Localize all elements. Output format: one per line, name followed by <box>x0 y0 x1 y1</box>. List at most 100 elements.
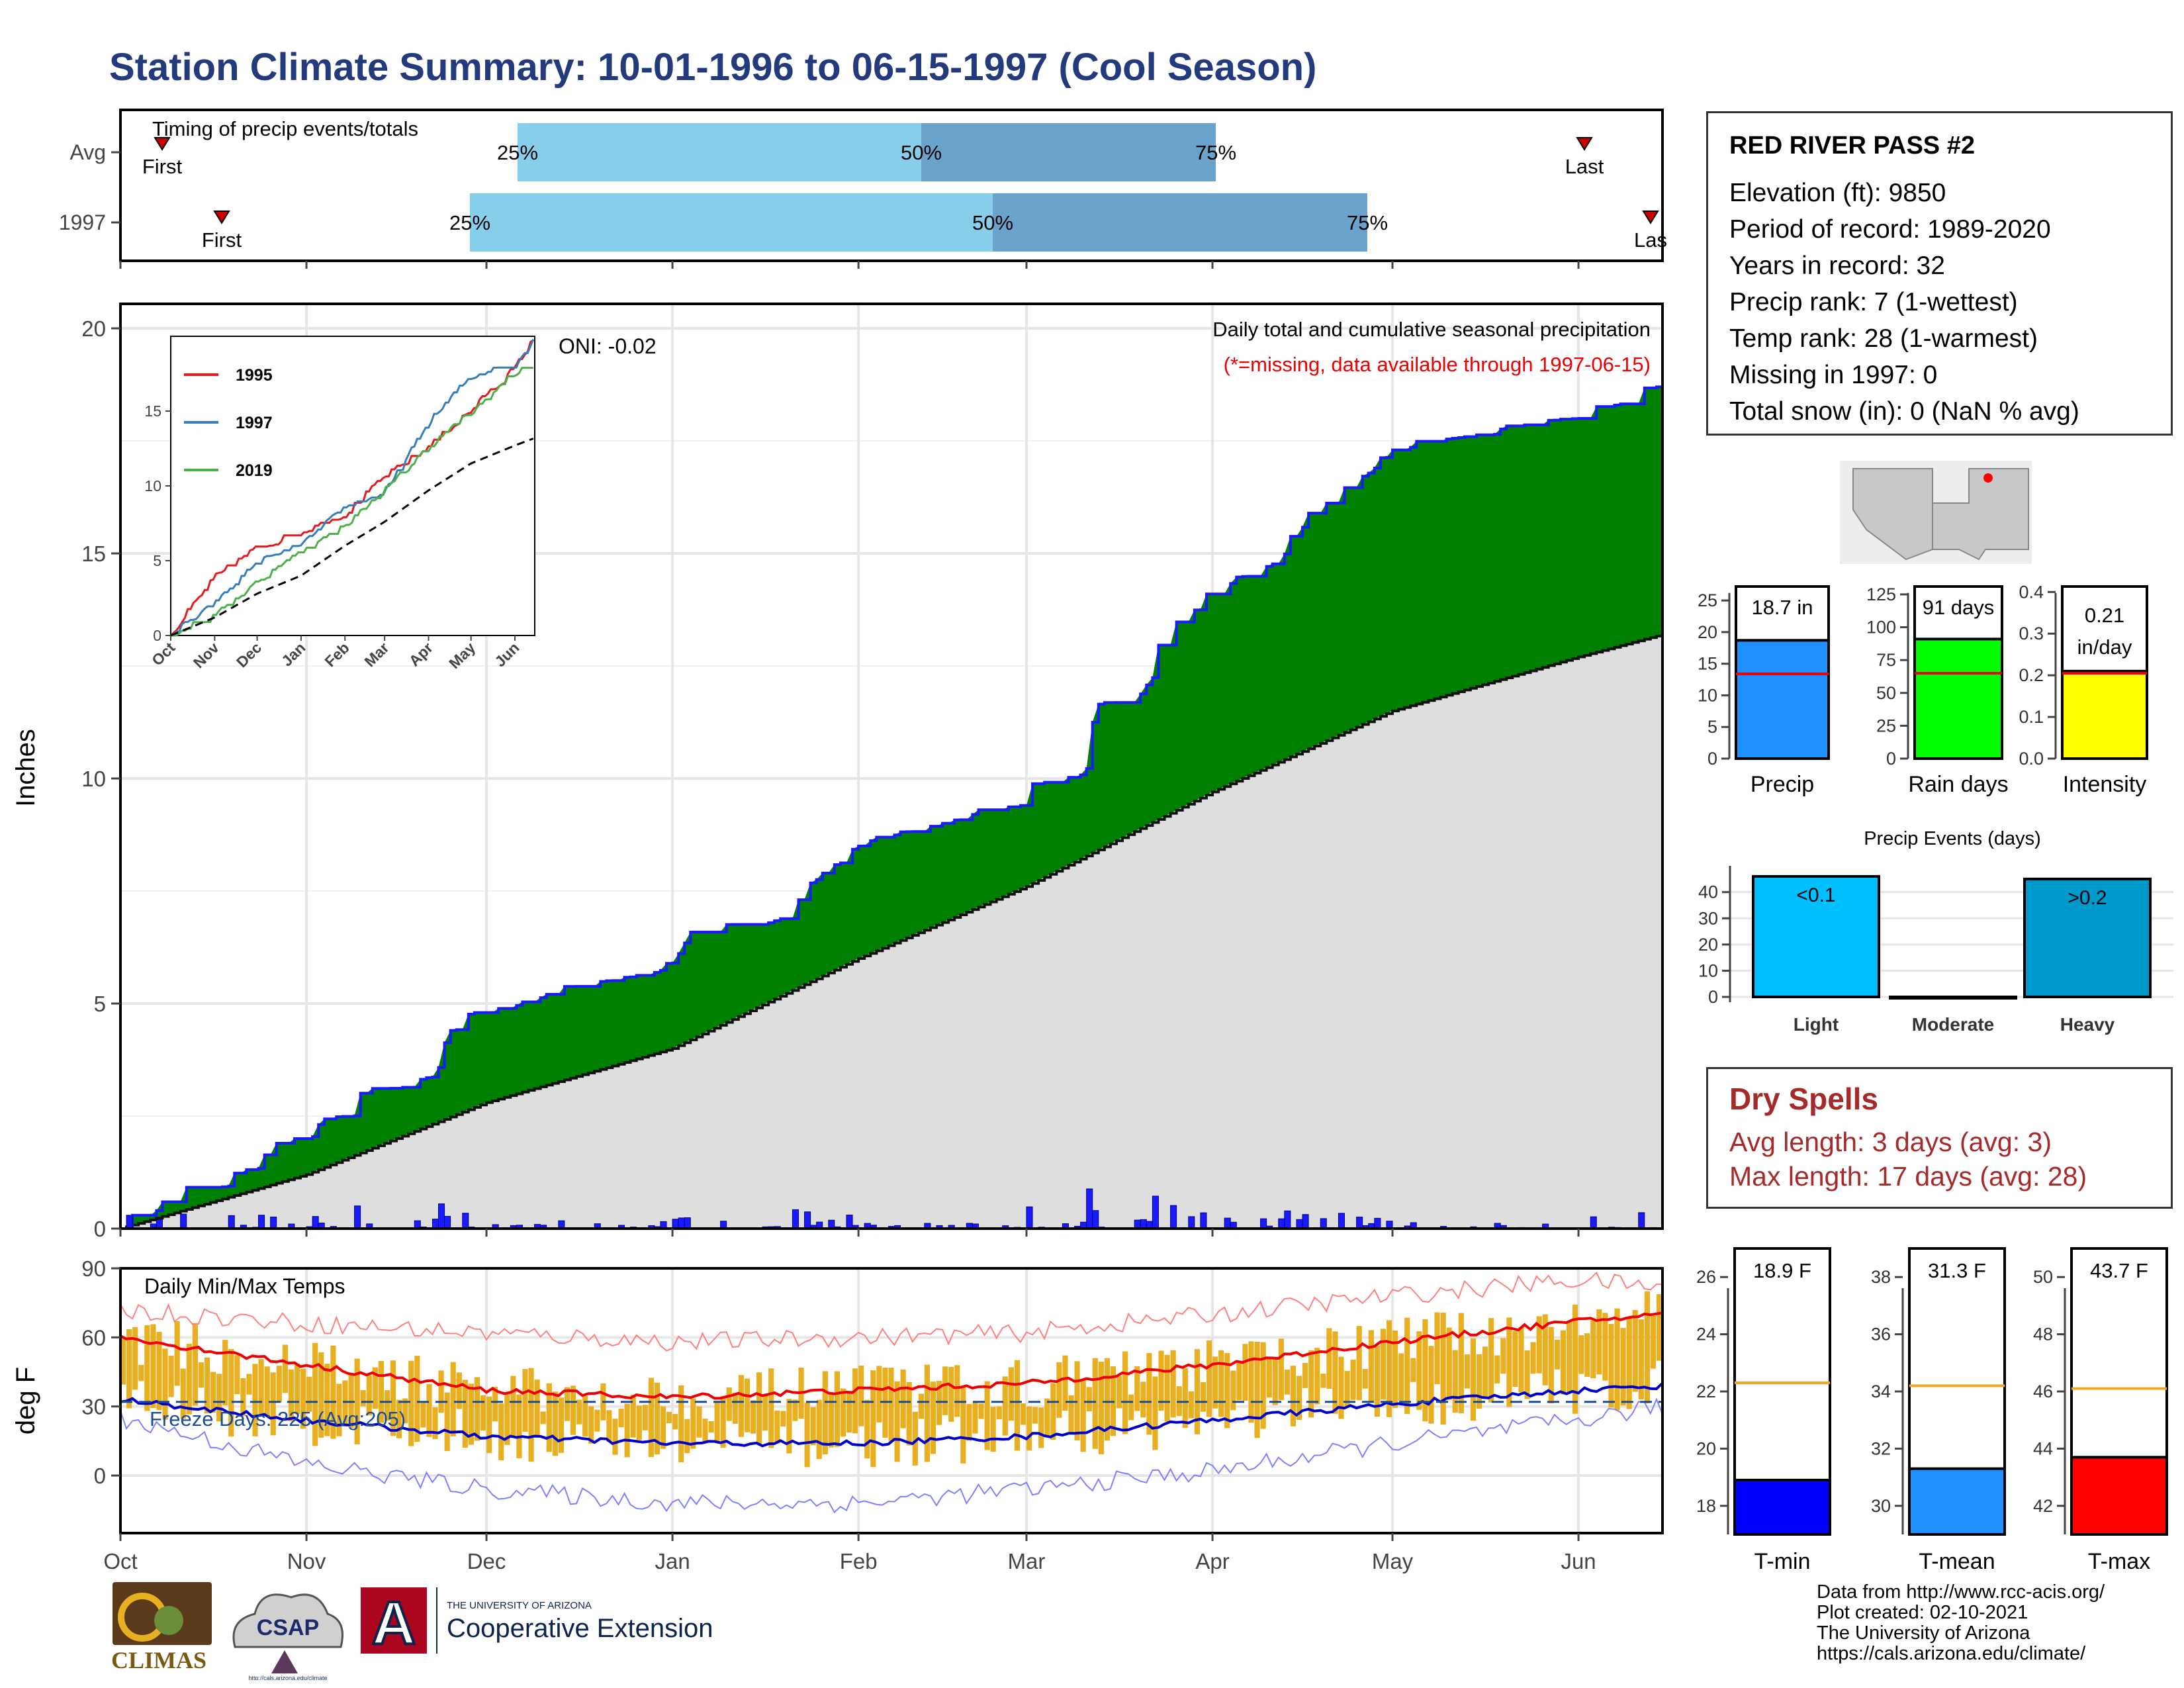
mini-bar-tick-label: 0.4 <box>2019 582 2044 602</box>
last-event-marker <box>1642 211 1659 224</box>
temp-bar-tick-label: 20 <box>1696 1438 1716 1458</box>
precip-y-tick-label: 10 <box>81 767 106 791</box>
daily-temp-range-bar <box>1272 1356 1278 1405</box>
daily-temp-range-bar <box>804 1402 810 1468</box>
daily-precip-bar <box>1320 1218 1327 1229</box>
daily-precip-bar <box>1260 1218 1267 1229</box>
daily-temp-range-bar <box>1008 1367 1014 1421</box>
daily-temp-range-bar <box>390 1360 396 1436</box>
precip-events-tick-label: 40 <box>1698 882 1718 902</box>
station-period: Period of record: 1989-2020 <box>1729 215 2051 244</box>
daily-temp-range-bar <box>606 1410 612 1442</box>
daily-temp-range-bar <box>750 1400 756 1434</box>
temp-bar-value <box>2070 1456 2168 1536</box>
first-event-label: First <box>202 228 242 252</box>
temp-y-tick-label: 90 <box>81 1256 106 1281</box>
mini-bar-value-label: 91 days <box>1923 596 1995 619</box>
cumulative-surplus-area <box>120 387 1662 1229</box>
percentile-50-75-bar <box>921 123 1216 181</box>
station-precip-rank: Precip rank: 7 (1-wettest) <box>1729 288 2018 316</box>
credit-line: Data from http://www.rcc-acis.org/ <box>1817 1581 2105 1603</box>
daily-temp-range-bar <box>414 1356 420 1442</box>
daily-temp-range-bar <box>504 1394 510 1445</box>
inset-y-tick-label: 15 <box>144 402 161 420</box>
daily-temp-range-bar <box>1128 1394 1134 1421</box>
daily-temp-range-bar <box>1560 1330 1567 1395</box>
temp-panel-label: Daily Min/Max Temps <box>144 1274 345 1298</box>
daily-temp-range-bar <box>726 1387 732 1421</box>
mini-bar-tick-label: 20 <box>1698 622 1717 642</box>
daily-temp-range-bar <box>1386 1320 1392 1417</box>
daily-temp-range-bar <box>552 1391 558 1456</box>
precip-events-bar <box>2023 877 2152 998</box>
daily-temp-range-bar <box>1218 1350 1224 1417</box>
inset-legend-label: 1997 <box>236 414 273 432</box>
avg-min-line <box>120 1382 1664 1448</box>
daily-temp-range-bar <box>702 1419 708 1444</box>
precip-y-tick-label: 20 <box>81 316 106 341</box>
daily-temp-range-bar <box>1392 1331 1398 1408</box>
precip-events-tick-label: 10 <box>1698 961 1718 980</box>
precip-events-tick-label: 0 <box>1708 987 1718 1007</box>
daily-temp-range-bar <box>660 1406 666 1449</box>
station-missing: Missing in 1997: 0 <box>1729 361 1938 389</box>
daily-temp-range-bar <box>744 1378 751 1432</box>
daily-temp-range-bar <box>1242 1344 1248 1401</box>
percentile-50-label: 50% <box>901 141 942 164</box>
daily-temp-range-bar <box>204 1357 210 1414</box>
daily-temp-range-bar <box>378 1360 385 1423</box>
mini-bar-label: Intensity <box>2063 772 2147 797</box>
daily-temp-range-bar <box>456 1372 462 1409</box>
precip-events-bar-tag: <0.1 <box>1796 884 1835 906</box>
daily-temp-range-bar <box>120 1338 126 1385</box>
daily-temp-range-bar <box>1104 1358 1111 1441</box>
daily-temp-range-bar <box>642 1405 648 1430</box>
daily-temp-range-bar <box>576 1399 582 1425</box>
daily-temp-range-bar <box>366 1375 372 1416</box>
daily-precip-bar <box>258 1215 265 1229</box>
daily-temp-range-bar <box>516 1394 522 1458</box>
ua-big-text: Cooperative Extension <box>447 1614 713 1643</box>
daily-temp-range-bar <box>1020 1403 1026 1425</box>
daily-temp-range-bar <box>1440 1312 1446 1425</box>
precip-events-title: Precip Events (days) <box>1864 828 2041 849</box>
station-info-box: RED RIVER PASS #2 Elevation (ft): 9850 P… <box>1706 111 2173 436</box>
mini-bar-tick-label: 50 <box>1876 683 1896 703</box>
daily-temp-range-bar <box>342 1380 348 1427</box>
daily-precip-bar <box>1188 1216 1195 1229</box>
daily-precip-bar <box>792 1209 799 1229</box>
daily-temp-range-bar <box>1320 1374 1326 1388</box>
daily-temp-range-bar <box>168 1355 174 1397</box>
temp-plot-frame <box>119 1267 1664 1534</box>
daily-temp-range-bar <box>1248 1341 1254 1423</box>
temp-bar-value <box>1908 1467 2006 1536</box>
daily-temp-range-bar <box>258 1359 264 1415</box>
mini-bar-tick-label: 0.0 <box>2019 749 2044 769</box>
daily-precip-bar <box>1278 1218 1285 1229</box>
temp-bar-tick-label: 50 <box>2033 1267 2053 1287</box>
daily-precip-bar <box>1092 1210 1099 1229</box>
precip-events-chart: Precip Events (days) 0 10 20 30 40 <0.1 Light Mo… <box>1698 828 2173 1035</box>
first-event-label: First <box>142 155 183 178</box>
daily-temp-range-bar <box>228 1348 234 1437</box>
daily-temp-range-bar <box>1302 1362 1308 1389</box>
first-event-marker <box>213 211 230 224</box>
dry-spells-max: Max length: 17 days (avg: 28) <box>1729 1161 2087 1192</box>
daily-temp-range-bar <box>894 1381 900 1462</box>
daily-temp-range-bar <box>624 1403 630 1458</box>
daily-temp-range-bar <box>234 1355 240 1395</box>
daily-precip-bar <box>180 1213 187 1229</box>
inset-y-tick-label: 5 <box>153 552 161 569</box>
daily-temp-range-bar <box>264 1366 270 1417</box>
precip-events-bar <box>1752 874 1880 998</box>
first-event-marker <box>154 137 171 151</box>
precip-y-tick-label: 15 <box>81 541 106 566</box>
daily-temp-range-bar <box>960 1386 966 1464</box>
daily-precip-bar <box>1170 1205 1177 1229</box>
daily-temp-range-bar <box>936 1380 942 1425</box>
dry-spells-box: Dry Spells Avg length: 3 days (avg: 3) M… <box>1706 1067 2173 1209</box>
university-of-arizona-logo: A THE UNIVERSITY OF ARIZONA Cooperative … <box>361 1587 713 1658</box>
mini-bar-tick-label: 125 <box>1866 585 1896 604</box>
daily-temp-range-bar <box>144 1325 150 1411</box>
